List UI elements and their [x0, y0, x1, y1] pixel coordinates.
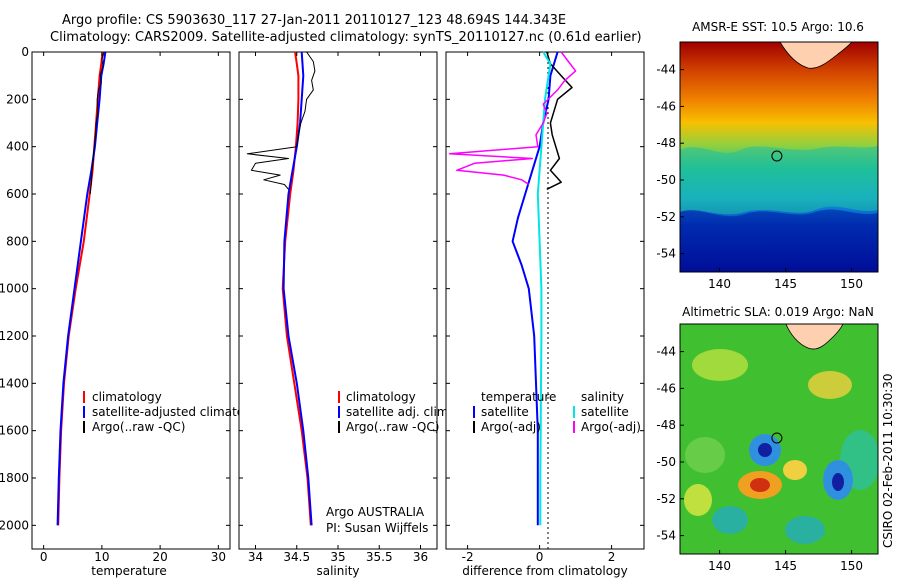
- series-temperature-argo-adj-: [546, 51, 573, 190]
- y-tick-label: 800: [6, 234, 29, 248]
- pi-label: PI: Susan Wijffels: [326, 521, 428, 535]
- y-tick-label: -46: [656, 99, 676, 113]
- legend-satellite-adjusted: satellite-adjusted climatology: [92, 405, 270, 419]
- series-argo-raw-qc-: [89, 51, 105, 195]
- y-tick-label: -54: [656, 247, 676, 261]
- x-tick-label: 30: [211, 550, 226, 564]
- csiro-timestamp: CSIRO 02-Feb-2011 10:30:30: [881, 373, 895, 548]
- legend-salinity-header: salinity: [581, 390, 624, 404]
- series-salinity-satellite: [536, 51, 552, 526]
- y-tick-label: 600: [6, 187, 29, 201]
- argo-position-marker: [771, 432, 783, 444]
- argo-australia-label: Argo AUSTRALIA: [326, 505, 425, 519]
- y-tick-label: 200: [6, 92, 29, 106]
- x-tick-label: 140: [708, 277, 731, 291]
- legend-satellite-adj: satellite adj. clim.: [346, 405, 452, 419]
- tasmania-land: [785, 324, 844, 350]
- y-tick-label: -50: [656, 173, 676, 187]
- x-tick-label: -2: [462, 550, 474, 564]
- x-tick-label: 145: [774, 559, 797, 573]
- legend-sal-argo: Argo(-adj): [581, 420, 641, 434]
- sst-front: [680, 146, 878, 215]
- sla-map-title: Altimetric SLA: 0.019 Argo: NaN: [682, 305, 874, 319]
- legend-climatology: climatology: [346, 390, 416, 404]
- salinity-xlabel: salinity: [316, 564, 359, 578]
- y-tick-label: -44: [656, 345, 676, 359]
- argo-position-marker: [771, 150, 783, 162]
- y-tick-label: 1800: [0, 471, 29, 485]
- x-tick-label: 145: [774, 277, 797, 291]
- y-tick-label: 1200: [0, 329, 29, 343]
- tasmania-land: [779, 42, 853, 69]
- legend-temperature-header: temperature: [481, 390, 556, 404]
- x-tick-label: 140: [708, 559, 731, 573]
- x-tick-label: 2: [608, 550, 616, 564]
- x-tick-label: 34.5: [283, 550, 310, 564]
- difference-panel: -2 0 2 difference from climatology tempera…: [445, 51, 645, 578]
- y-tick-label: -52: [656, 210, 676, 224]
- temperature-legend: climatology satellite-adjusted climatolo…: [83, 390, 270, 434]
- legend-argo: Argo(..raw -QC): [346, 420, 439, 434]
- legend-temp-satellite: satellite: [481, 405, 529, 419]
- difference-xlabel: difference from climatology: [462, 564, 628, 578]
- y-tick-label: 1000: [0, 282, 29, 296]
- y-tick-label: 1600: [0, 424, 29, 438]
- legend-temp-argo: Argo(-adj): [481, 420, 541, 434]
- y-tick-label: -48: [656, 418, 676, 432]
- x-tick-label: 0: [536, 550, 544, 564]
- x-tick-label: 0: [40, 550, 48, 564]
- sst-cold-water: [680, 209, 878, 272]
- series-salinity-argo-adj-: [448, 51, 577, 186]
- y-tick-label: -54: [656, 529, 676, 543]
- y-tick-label: 1400: [0, 376, 29, 390]
- x-tick-label: 36: [413, 550, 428, 564]
- sst-map: AMSR-E SST: 10.5 Argo: 10.6 140 145 150 -44…: [656, 20, 879, 291]
- figure-title-line1: Argo profile: CS 5903630_117 27-Jan-2011…: [62, 13, 567, 28]
- series-argo-raw-qc-: [246, 51, 316, 190]
- sst-map-title: AMSR-E SST: 10.5 Argo: 10.6: [692, 20, 864, 34]
- y-tick-label: -52: [656, 492, 676, 506]
- series-climatology: [281, 51, 312, 526]
- temperature-xlabel: temperature: [91, 564, 166, 578]
- salinity-panel: 34 34.5 35 35.5 36 salinity climatology sate…: [238, 51, 452, 578]
- x-tick-label: 10: [94, 550, 109, 564]
- x-tick-label: 35.5: [366, 550, 393, 564]
- x-tick-label: 150: [840, 559, 863, 573]
- x-tick-label: 150: [840, 277, 863, 291]
- difference-legend: temperature salinity satellite Argo(-adj…: [473, 390, 641, 434]
- sla-map: Altimetric SLA: 0.019 Argo: NaN 140 145 15…: [656, 305, 879, 573]
- y-tick-label: -48: [656, 136, 676, 150]
- legend-sal-satellite: satellite: [581, 405, 629, 419]
- series-temperature-satellite: [511, 51, 559, 526]
- salinity-legend: climatology satellite adj. clim. Argo(..…: [338, 390, 452, 434]
- legend-argo: Argo(..raw -QC): [92, 420, 185, 434]
- legend-climatology: climatology: [92, 390, 162, 404]
- x-tick-label: 34: [248, 550, 263, 564]
- figure-title-line2: Climatology: CARS2009. Satellite-adjuste…: [50, 30, 642, 45]
- y-tick-label: -50: [656, 455, 676, 469]
- y-tick-label: -44: [656, 63, 676, 77]
- y-tick-label: -46: [656, 381, 676, 395]
- y-tick-label: 2000: [0, 518, 29, 532]
- y-tick-label: 0: [21, 45, 29, 59]
- x-tick-label: 20: [152, 550, 167, 564]
- temperature-panel: 0 10 20 30 0 200 400 600 800 1000 1200 1400 1600 1800…: [0, 45, 270, 578]
- x-tick-label: 35: [330, 550, 345, 564]
- series-satellite-adj-clim-: [282, 51, 313, 526]
- y-tick-label: 400: [6, 140, 29, 154]
